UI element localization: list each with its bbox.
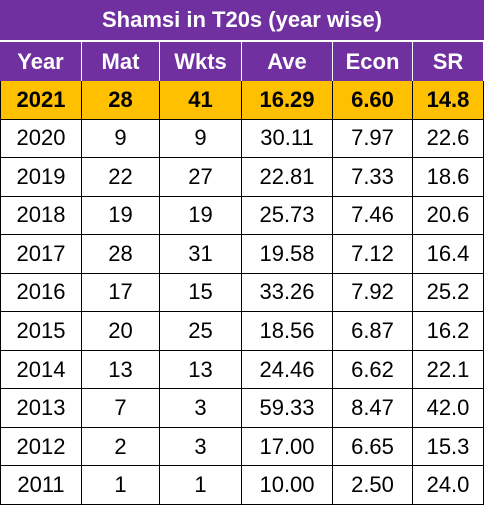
header-cell: SR (413, 42, 484, 81)
table-cell: 17 (82, 273, 160, 313)
table-cell: 13 (82, 350, 160, 390)
table-cell: 16.29 (242, 81, 333, 120)
table-cell: 33.26 (242, 273, 333, 313)
table-cell: 59.33 (242, 389, 333, 428)
table-cell: 7.97 (333, 119, 413, 159)
table-cell: 19 (82, 196, 160, 236)
table-cell: 2012 (0, 427, 82, 467)
table-cell: 6.65 (333, 427, 413, 467)
table-cell: 24.0 (413, 466, 484, 505)
table-cell: 30.11 (242, 119, 333, 159)
table-cell: 7.33 (333, 158, 413, 197)
table-cell: 41 (160, 81, 242, 120)
table-cell: 22.6 (413, 119, 484, 159)
table-row: 2014 13 13 24.46 6.62 22.1 (0, 350, 484, 390)
table-cell: 14.8 (413, 81, 484, 120)
table-row: 2018 19 19 25.73 7.46 20.6 (0, 196, 484, 236)
table-cell: 19 (160, 196, 242, 236)
table-cell: 22 (82, 158, 160, 197)
table-row: 2019 22 27 22.81 7.33 18.6 (0, 158, 484, 197)
table-row: 2013 7 3 59.33 8.47 42.0 (0, 389, 484, 428)
header-row: Year Mat Wkts Ave Econ SR (0, 40, 484, 81)
table-cell: 2021 (0, 81, 82, 120)
header-cell: Wkts (160, 42, 242, 81)
table-row: 2020 9 9 30.11 7.97 22.6 (0, 119, 484, 159)
table-cell: 2 (82, 427, 160, 467)
table-cell: 2013 (0, 389, 82, 428)
table-cell: 15 (160, 273, 242, 313)
table-cell: 6.87 (333, 312, 413, 351)
table-cell: 3 (160, 427, 242, 467)
table-cell: 2.50 (333, 466, 413, 505)
table-cell: 20.6 (413, 196, 484, 236)
table-cell: 7.46 (333, 196, 413, 236)
table-cell: 2015 (0, 312, 82, 351)
table-cell: 17.00 (242, 427, 333, 467)
table-row: 2016 17 15 33.26 7.92 25.2 (0, 273, 484, 313)
table-row: 2012 2 3 17.00 6.65 15.3 (0, 427, 484, 467)
table-cell: 16.2 (413, 312, 484, 351)
table-cell: 10.00 (242, 466, 333, 505)
table-cell: 9 (160, 119, 242, 159)
table-cell: 2016 (0, 273, 82, 313)
table-cell: 2020 (0, 119, 82, 159)
table-cell: 25.2 (413, 273, 484, 313)
table-cell: 20 (82, 312, 160, 351)
table-cell: 31 (160, 235, 242, 274)
table-cell: 8.47 (333, 389, 413, 428)
table-cell: 27 (160, 158, 242, 197)
table-cell: 1 (82, 466, 160, 505)
table-cell: 6.62 (333, 350, 413, 390)
table-cell: 2011 (0, 466, 82, 505)
table-cell: 42.0 (413, 389, 484, 428)
table-cell: 2014 (0, 350, 82, 390)
table-cell: 2017 (0, 235, 82, 274)
table-cell: 1 (160, 466, 242, 505)
table-cell: 16.4 (413, 235, 484, 274)
table-cell: 22.81 (242, 158, 333, 197)
table-row: 2017 28 31 19.58 7.12 16.4 (0, 235, 484, 274)
table-cell: 24.46 (242, 350, 333, 390)
table-cell: 28 (82, 81, 160, 120)
table-cell: 15.3 (413, 427, 484, 467)
table-cell: 7.12 (333, 235, 413, 274)
table-cell: 7.92 (333, 273, 413, 313)
table-cell: 22.1 (413, 350, 484, 390)
table-row: 2011 1 1 10.00 2.50 24.0 (0, 466, 484, 505)
table-cell: 25.73 (242, 196, 333, 236)
table-cell: 6.60 (333, 81, 413, 120)
header-cell: Econ (333, 42, 413, 81)
table-cell: 13 (160, 350, 242, 390)
header-cell: Ave (242, 42, 333, 81)
table-cell: 25 (160, 312, 242, 351)
table-cell: 18.6 (413, 158, 484, 197)
table-cell: 9 (82, 119, 160, 159)
table-row: 2015 20 25 18.56 6.87 16.2 (0, 312, 484, 351)
header-cell: Mat (82, 42, 160, 81)
header-cell: Year (0, 42, 82, 81)
table-cell: 3 (160, 389, 242, 428)
table-title: Shamsi in T20s (year wise) (0, 0, 484, 40)
table-cell: 7 (82, 389, 160, 428)
table-row: 2021 28 41 16.29 6.60 14.8 (0, 81, 484, 120)
table-cell: 28 (82, 235, 160, 274)
table-cell: 18.56 (242, 312, 333, 351)
table-cell: 2018 (0, 196, 82, 236)
table-cell: 19.58 (242, 235, 333, 274)
table-cell: 2019 (0, 158, 82, 197)
